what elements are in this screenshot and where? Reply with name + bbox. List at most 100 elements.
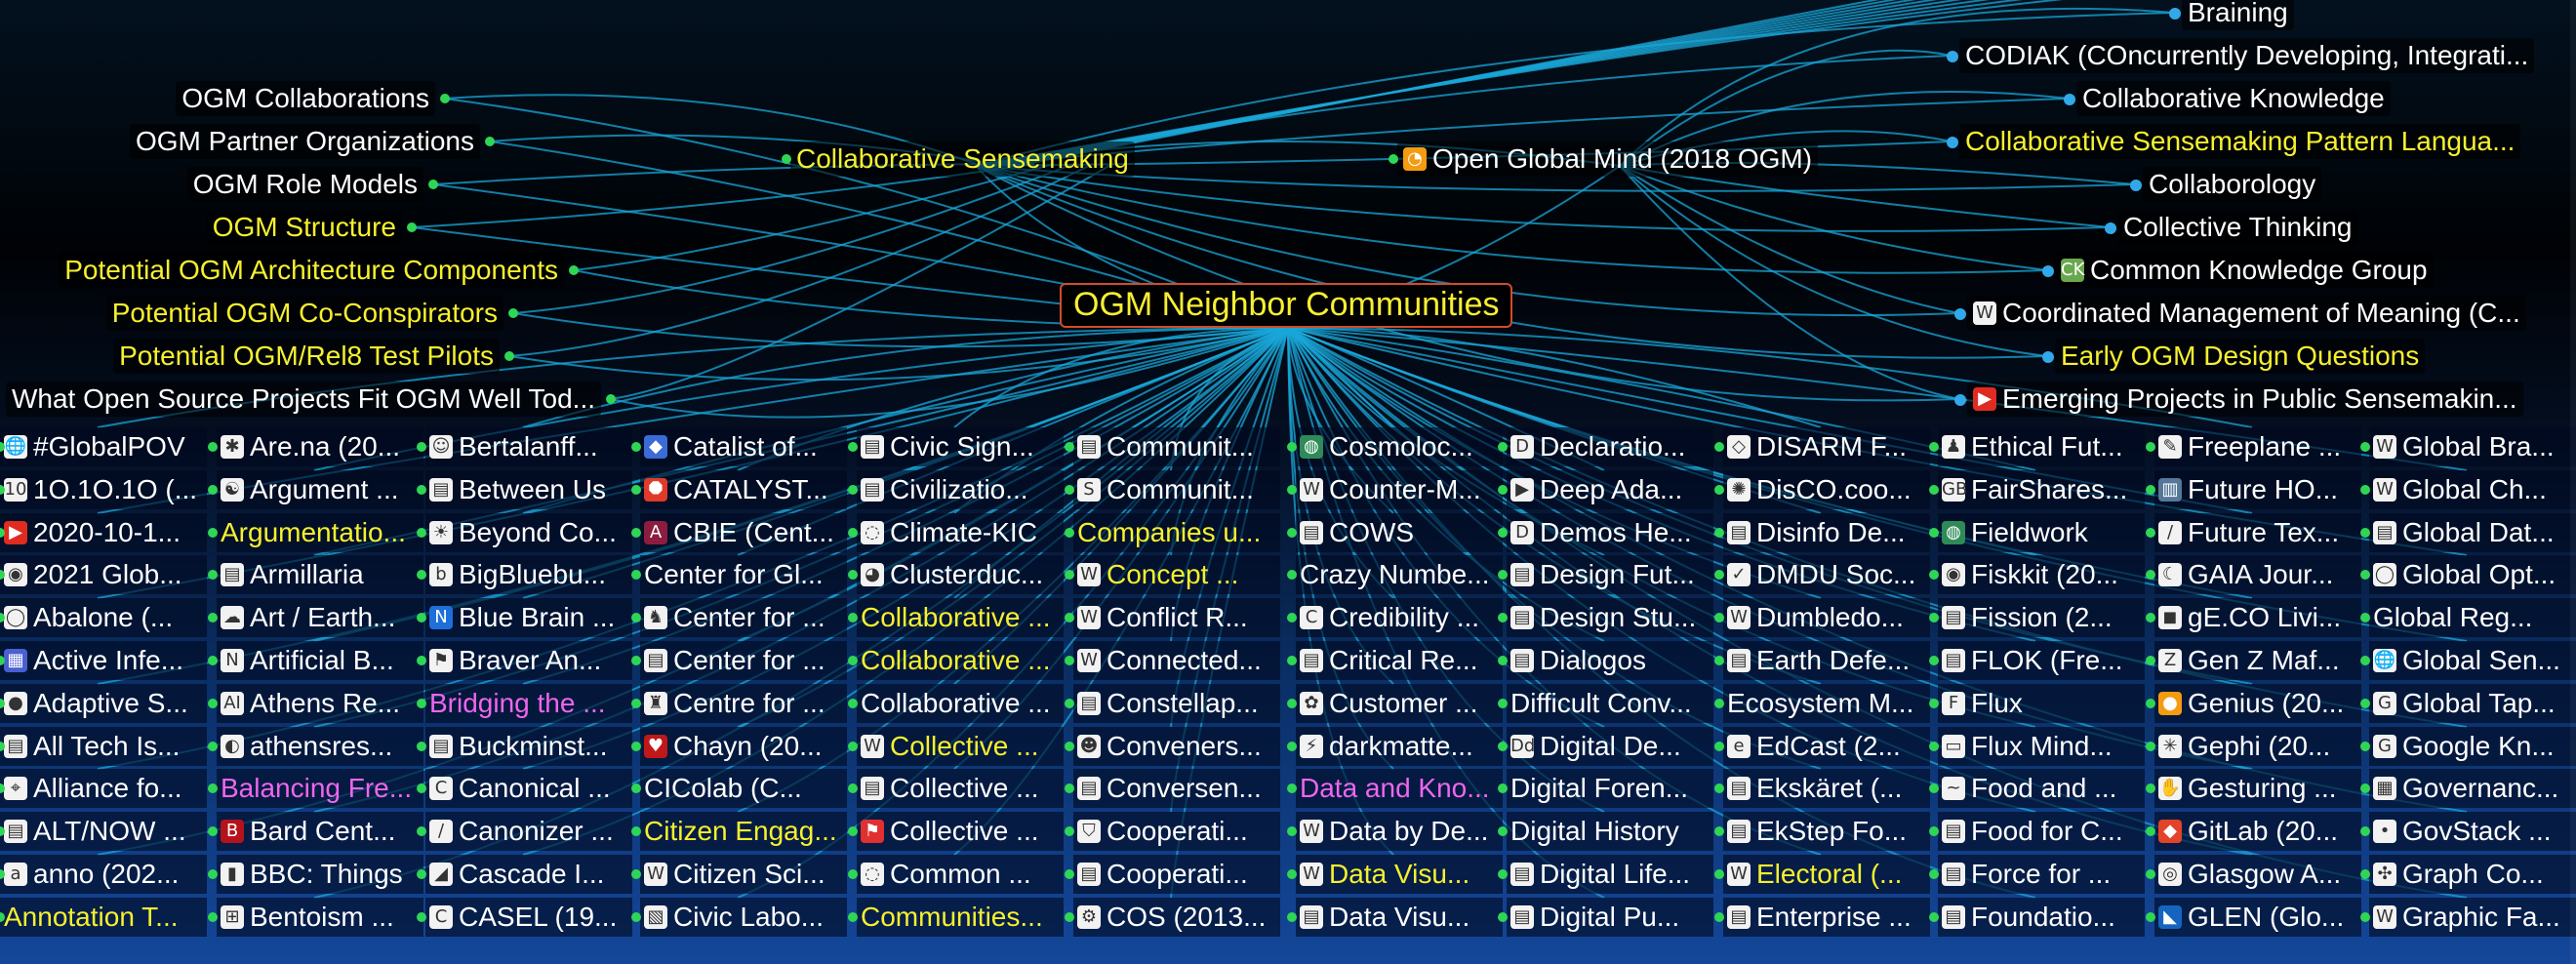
grid-node[interactable]: a anno (202... bbox=[0, 855, 207, 894]
node-handle[interactable] bbox=[208, 783, 218, 793]
grid-node[interactable]: ◆ GitLab (20... bbox=[2154, 812, 2361, 851]
grid-node[interactable]: Z Gen Z Maf... bbox=[2154, 641, 2361, 680]
grid-node[interactable]: e EdCast (2... bbox=[1723, 727, 1930, 766]
grid-node[interactable]: Global Reg... bbox=[2369, 598, 2576, 637]
grid-node[interactable]: ☯ Argument ... bbox=[217, 470, 423, 509]
node-handle[interactable] bbox=[1065, 869, 1074, 879]
grid-node[interactable]: B Bard Cent... bbox=[217, 812, 423, 851]
node-handle[interactable] bbox=[1287, 528, 1297, 538]
grid-node[interactable]: 🌐 #GlobalPOV bbox=[0, 427, 207, 466]
grid-node[interactable]: ▤ Constellap... bbox=[1073, 684, 1280, 723]
node-handle[interactable] bbox=[1065, 826, 1074, 836]
node-handle[interactable] bbox=[1498, 742, 1508, 751]
grid-node[interactable]: ◐ athensres... bbox=[217, 727, 423, 766]
node-handle[interactable] bbox=[1714, 783, 1724, 793]
grid-node[interactable]: ▤ Design Stu... bbox=[1507, 598, 1713, 637]
node-handle[interactable] bbox=[208, 912, 218, 922]
grid-node[interactable]: ◉ Fiskkit (20... bbox=[1938, 555, 2145, 594]
grid-node[interactable]: ⚑ Collective ... bbox=[857, 812, 1064, 851]
node-handle[interactable] bbox=[631, 742, 641, 751]
grid-node[interactable]: N Artificial B... bbox=[217, 641, 423, 680]
grid-node[interactable]: Ecosystem M... bbox=[1723, 684, 1930, 723]
grid-node[interactable]: ▭ Flux Mind... bbox=[1938, 727, 2145, 766]
node-handle[interactable] bbox=[417, 742, 426, 751]
node-handle[interactable] bbox=[417, 656, 426, 665]
grid-node[interactable]: ▤ Global Dat... bbox=[2369, 513, 2576, 552]
node-handle[interactable] bbox=[848, 528, 858, 538]
node-handle[interactable] bbox=[2360, 656, 2370, 665]
node-handle[interactable] bbox=[631, 912, 641, 922]
grid-node[interactable]: W Data by De... bbox=[1296, 812, 1503, 851]
node-handle[interactable] bbox=[1065, 656, 1074, 665]
grid-node[interactable]: S Communit... bbox=[1073, 470, 1280, 509]
node-handle[interactable] bbox=[1065, 442, 1074, 452]
grid-node[interactable]: ◆ Catalist of... bbox=[640, 427, 847, 466]
node-handle[interactable] bbox=[2360, 485, 2370, 495]
node-handle[interactable] bbox=[848, 826, 858, 836]
node-handle[interactable] bbox=[417, 613, 426, 623]
node-handle[interactable] bbox=[1498, 528, 1508, 538]
node-handle[interactable] bbox=[1929, 442, 1939, 452]
node-common-knowledge-group[interactable]: CK Common Knowledge Group bbox=[2055, 253, 2434, 288]
node-handle[interactable] bbox=[1954, 394, 1966, 406]
node-handle[interactable] bbox=[1498, 442, 1508, 452]
grid-node[interactable]: ✎ Freeplane ... bbox=[2154, 427, 2361, 466]
node-handle[interactable] bbox=[1929, 869, 1939, 879]
grid-node[interactable]: ☀ Beyond Co... bbox=[425, 513, 632, 552]
node-handle[interactable] bbox=[1498, 570, 1508, 580]
node-handle[interactable] bbox=[1287, 613, 1297, 623]
grid-node[interactable]: ▤ Digital Pu... bbox=[1507, 898, 1713, 937]
node-handle[interactable] bbox=[2360, 613, 2370, 623]
node-handle[interactable] bbox=[631, 528, 641, 538]
node-handle[interactable] bbox=[782, 154, 791, 164]
grid-node[interactable]: Annotation T... bbox=[0, 898, 207, 937]
grid-node[interactable]: ▤ Data Visu... bbox=[1296, 898, 1503, 937]
grid-node[interactable]: • GovStack ... bbox=[2369, 812, 2576, 851]
grid-node[interactable]: W Electoral (... bbox=[1723, 855, 1930, 894]
node-handle[interactable] bbox=[606, 394, 616, 404]
grid-node[interactable]: ⚑ Braver An... bbox=[425, 641, 632, 680]
grid-node[interactable]: ☾ GAIA Jour... bbox=[2154, 555, 2361, 594]
node-handle[interactable] bbox=[417, 570, 426, 580]
node-handle[interactable] bbox=[0, 528, 5, 538]
node-coordinated-management-of-meaning-c[interactable]: W Coordinated Management of Meaning (C... bbox=[1967, 296, 2526, 331]
node-handle[interactable] bbox=[1714, 912, 1724, 922]
node-ogm-structure[interactable]: OGM Structure bbox=[206, 210, 402, 245]
grid-node[interactable]: ◇ DISARM F... bbox=[1723, 427, 1930, 466]
grid-node[interactable]: / Canonizer ... bbox=[425, 812, 632, 851]
grid-node[interactable]: W Connected... bbox=[1073, 641, 1280, 680]
node-what-open-source-projects-fit-ogm-well-t[interactable]: What Open Source Projects Fit OGM Well T… bbox=[5, 382, 601, 417]
grid-node[interactable]: ◯ Abalone (... bbox=[0, 598, 207, 637]
node-handle[interactable] bbox=[631, 869, 641, 879]
grid-node[interactable]: W Counter-M... bbox=[1296, 470, 1503, 509]
node-handle[interactable] bbox=[848, 742, 858, 751]
grid-node[interactable]: Collaborative ... bbox=[857, 641, 1064, 680]
node-handle[interactable] bbox=[1714, 742, 1724, 751]
grid-node[interactable]: ✋ Gesturing ... bbox=[2154, 769, 2361, 808]
grid-node[interactable]: ✺ DisCO.coo... bbox=[1723, 470, 1930, 509]
node-handle[interactable] bbox=[208, 528, 218, 538]
node-handle[interactable] bbox=[631, 613, 641, 623]
node-handle[interactable] bbox=[2146, 528, 2155, 538]
grid-node[interactable]: ▤ All Tech Is... bbox=[0, 727, 207, 766]
grid-node[interactable]: ♟ Ethical Fut... bbox=[1938, 427, 2145, 466]
node-handle[interactable] bbox=[2360, 742, 2370, 751]
node-handle[interactable] bbox=[1065, 570, 1074, 580]
node-handle[interactable] bbox=[417, 528, 426, 538]
node-handle[interactable] bbox=[1947, 137, 1958, 148]
node-handle[interactable] bbox=[0, 442, 5, 452]
grid-node[interactable]: W Conflict R... bbox=[1073, 598, 1280, 637]
node-handle[interactable] bbox=[848, 442, 858, 452]
node-handle[interactable] bbox=[2360, 442, 2370, 452]
grid-node[interactable]: b BigBluebu... bbox=[425, 555, 632, 594]
grid-node[interactable]: ◯ Global Opt... bbox=[2369, 555, 2576, 594]
node-handle[interactable] bbox=[848, 613, 858, 623]
grid-node[interactable]: ● Adaptive S... bbox=[0, 684, 207, 723]
grid-node[interactable]: ✱ Are.na (20... bbox=[217, 427, 423, 466]
node-handle[interactable] bbox=[2360, 783, 2370, 793]
grid-node[interactable]: Argumentatio... bbox=[217, 513, 423, 552]
node-handle[interactable] bbox=[1287, 869, 1297, 879]
grid-node[interactable]: ▤ Buckminst... bbox=[425, 727, 632, 766]
node-handle[interactable] bbox=[1929, 742, 1939, 751]
grid-node[interactable]: ▤ Critical Re... bbox=[1296, 641, 1503, 680]
